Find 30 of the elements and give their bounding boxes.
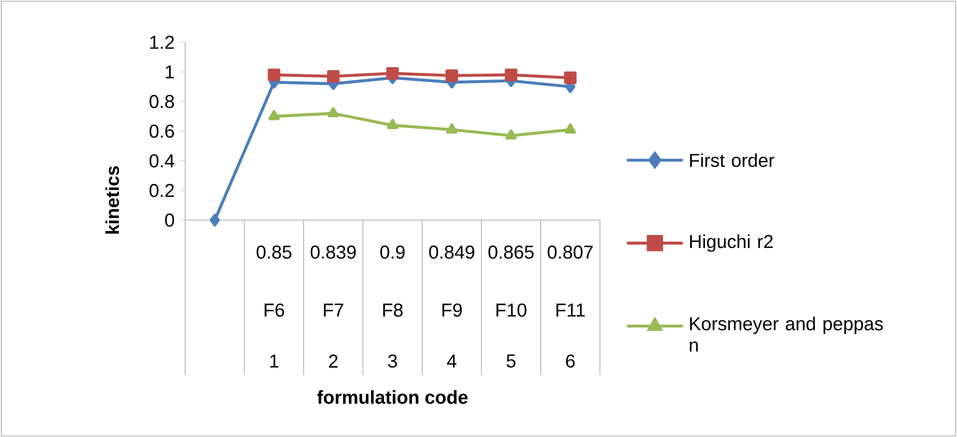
text: 0.807 (548, 245, 593, 259)
x-tick-label: F7 (324, 304, 344, 316)
text: 0.9 (380, 245, 405, 259)
text: 0.85 (256, 245, 292, 259)
x-tick-label: F9 (442, 303, 462, 317)
y-tick-label: 0.2 (150, 184, 174, 197)
legend-label: Higuchi r2 (690, 234, 773, 252)
y-tick-label: 1.2 (150, 36, 174, 49)
x-tick-label: F6 (264, 303, 284, 317)
y-tick-label: 1 (166, 65, 174, 78)
y-tick-label: 0.6 (150, 124, 174, 138)
text: 5 (506, 354, 516, 368)
text: 1 (270, 354, 278, 368)
legend-label: First order (690, 153, 774, 167)
text: 3 (388, 354, 397, 368)
x-axis-title: formulation code (317, 390, 468, 404)
text: 0.839 (310, 245, 356, 259)
x-tick-label: F10 (496, 303, 526, 317)
text: 2 (329, 354, 338, 368)
text: 4 (447, 354, 456, 368)
text: 0.849 (429, 245, 474, 259)
x-tick-label: F8 (383, 303, 403, 317)
y-tick-label: 0.8 (150, 94, 174, 108)
text: 0.865 (488, 245, 534, 259)
text: 6 (566, 354, 575, 368)
y-tick-label: 0.4 (150, 154, 174, 168)
legend-label: Korsmeyer and peppas n (690, 316, 883, 352)
y-axis-title: kinetics (105, 166, 120, 234)
x-tick-label: F11 (556, 304, 585, 316)
y-tick-label: 0 (165, 213, 174, 227)
